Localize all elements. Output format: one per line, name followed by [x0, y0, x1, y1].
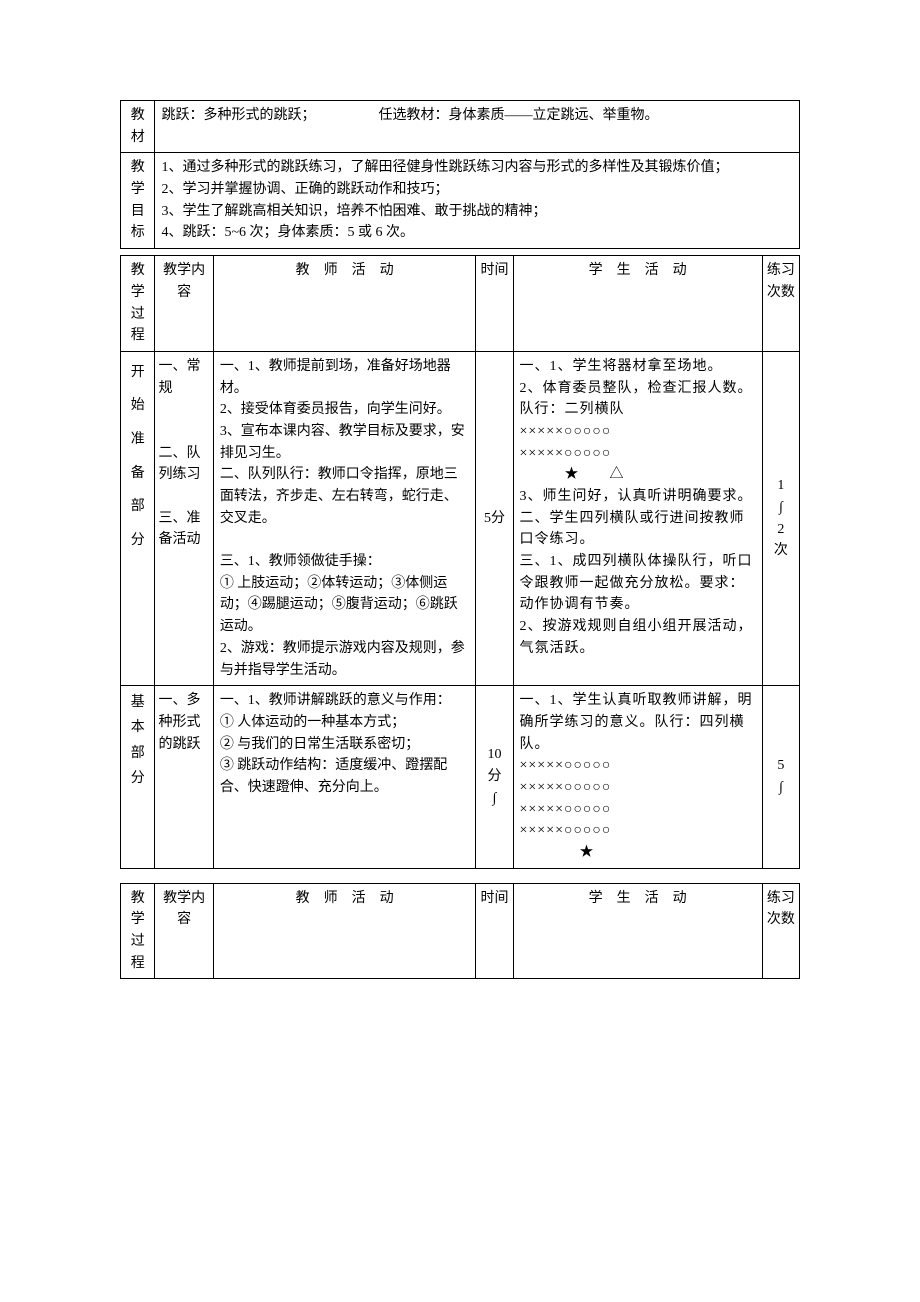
row-preparation: 开始准备部分 一、常规 二、队列练习 三、准备活动 一、1、教师提前到场，准备好… [121, 351, 800, 685]
hdr-process: 教学过程 [121, 256, 155, 352]
column-header-row-2: 教学过程 教学内容 教 师 活 动 时间 学 生 活 动 练习次数 [121, 883, 800, 979]
material-content: 跳跃：多种形式的跳跃； 任选教材：身体素质——立定跳远、举重物。 [155, 101, 800, 153]
teacher-basic: 一、1、教师讲解跳跃的意义与作用：① 人体运动的一种基本方式；② 与我们的日常生… [213, 686, 476, 869]
hdr-time: 时间 [476, 256, 513, 352]
objectives-content: 1、通过多种形式的跳跃练习，了解田径健身性跳跃练习内容与形式的多样性及其锻炼价值… [155, 153, 800, 249]
label-material: 教材 [121, 101, 155, 153]
row-objectives: 教学目标 1、通过多种形式的跳跃练习，了解田径健身性跳跃练习内容与形式的多样性及… [121, 153, 800, 249]
process-basic: 基本部分 [121, 686, 155, 869]
teacher-prep: 一、1、教师提前到场，准备好场地器材。2、接受体育委员报告，向学生问好。3、宣布… [213, 351, 476, 685]
label-objectives: 教学目标 [121, 153, 155, 249]
activity-table-2: 教学过程 教学内容 教 师 活 动 时间 学 生 活 动 练习次数 [120, 883, 800, 980]
hdr2-count: 练习次数 [762, 883, 799, 979]
row-basic: 基本部分 一、多种形式的跳跃 一、1、教师讲解跳跃的意义与作用：① 人体运动的一… [121, 686, 800, 869]
content-prep: 一、常规 二、队列练习 三、准备活动 [155, 351, 213, 685]
column-header-row: 教学过程 教学内容 教 师 活 动 时间 学 生 活 动 练习次数 [121, 256, 800, 352]
count-prep: 1∫2次 [762, 351, 799, 685]
hdr2-time: 时间 [476, 883, 513, 979]
hdr-teacher: 教 师 活 动 [213, 256, 476, 352]
main-table: 教材 跳跃：多种形式的跳跃； 任选教材：身体素质——立定跳远、举重物。 教学目标… [120, 100, 800, 249]
hdr2-teacher: 教 师 活 动 [213, 883, 476, 979]
time-basic: 10分∫ [476, 686, 513, 869]
hdr-content: 教学内容 [155, 256, 213, 352]
activity-table-1: 教学过程 教学内容 教 师 活 动 时间 学 生 活 动 练习次数 开始准备部分… [120, 255, 800, 869]
hdr2-student: 学 生 活 动 [513, 883, 762, 979]
hdr-count: 练习次数 [762, 256, 799, 352]
lesson-plan-page: 教材 跳跃：多种形式的跳跃； 任选教材：身体素质——立定跳远、举重物。 教学目标… [0, 0, 920, 1302]
hdr2-process: 教学过程 [121, 883, 155, 979]
time-prep: 5分 [476, 351, 513, 685]
process-prep: 开始准备部分 [121, 351, 155, 685]
hdr-student: 学 生 活 动 [513, 256, 762, 352]
count-basic: 5∫ [762, 686, 799, 869]
hdr2-content: 教学内容 [155, 883, 213, 979]
student-prep: 一、1、学生将器材拿至场地。2、体育委员整队，检查汇报人数。队行：二列横队×××… [513, 351, 762, 685]
content-basic: 一、多种形式的跳跃 [155, 686, 213, 869]
row-material: 教材 跳跃：多种形式的跳跃； 任选教材：身体素质——立定跳远、举重物。 [121, 101, 800, 153]
student-basic: 一、1、学生认真听取教师讲解，明确所学练习的意义。队行：四列横队。×××××○○… [513, 686, 762, 869]
